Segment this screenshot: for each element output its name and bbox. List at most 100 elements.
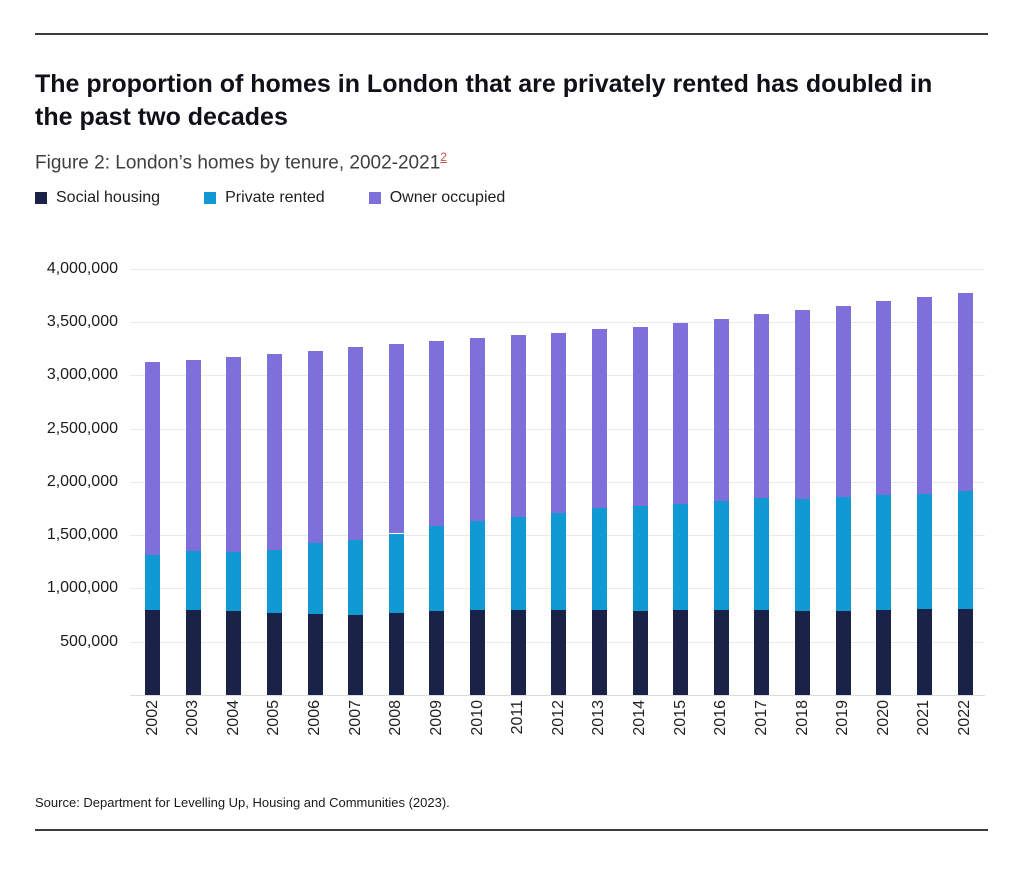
x-axis-tick-label: 2021	[915, 700, 933, 736]
bar-segment-owner-occupied	[429, 341, 445, 527]
x-axis-tick-label: 2007	[346, 700, 364, 736]
social-housing-swatch-icon	[35, 192, 47, 204]
bar-segment-owner-occupied	[470, 337, 485, 521]
x-axis-tick-label: 2003	[184, 700, 202, 736]
chart-headline: The proportion of homes in London that a…	[35, 70, 933, 131]
bar-segment-owner-occupied	[754, 314, 770, 499]
bar-segment-social-housing	[266, 613, 282, 695]
bar-segment-social-housing	[916, 609, 932, 695]
x-axis-tick-label: 2016	[712, 700, 730, 736]
x-axis-tick-label: 2005	[265, 700, 283, 736]
legend-item-social-housing: Social housing	[35, 189, 160, 207]
x-axis-tick-label: 2014	[631, 700, 648, 736]
x-axis-tick-label: 2019	[834, 700, 852, 736]
x-axis-tick-label: 2012	[549, 700, 567, 736]
x-axis-tick-label: 2004	[224, 700, 242, 736]
bar-segment-social-housing	[673, 610, 689, 695]
bar-segment-private-rented	[673, 504, 689, 611]
y-axis-tick-label: 1,000,000	[46, 579, 118, 597]
legend-label-social-housing: Social housing	[56, 189, 161, 206]
x-axis-tick-label: 2015	[671, 700, 689, 736]
x-axis-tick-label: 2017	[752, 700, 770, 736]
bar-segment-owner-occupied	[266, 354, 282, 551]
legend-item-private-rented: Private rented	[204, 189, 325, 207]
y-axis-tick-label: 3,500,000	[46, 312, 118, 330]
y-axis-tick-label: 2,000,000	[46, 472, 118, 490]
x-axis-tick-label: 2006	[306, 700, 323, 736]
legend-item-owner-occupied: Owner occupied	[368, 189, 505, 207]
bar-segment-owner-occupied	[916, 296, 932, 494]
bar-segment-social-housing	[226, 611, 242, 695]
y-axis-tick-label: 2,500,000	[46, 419, 118, 437]
bar-segment-private-rented	[470, 520, 485, 611]
bar-segment-owner-occupied	[673, 323, 689, 505]
bar-segment-owner-occupied	[795, 310, 810, 499]
chart-subtitle-text: Figure 2: London’s homes by tenure, 2002…	[35, 152, 441, 174]
y-axis-tick-label: 4,000,000	[46, 259, 118, 277]
bar-segment-private-rented	[185, 551, 201, 610]
bar-segment-owner-occupied	[876, 300, 892, 495]
bar-segment-private-rented	[266, 550, 282, 614]
bar-segment-private-rented	[957, 490, 973, 610]
bar-segment-social-housing	[348, 615, 364, 695]
chart-subtitle: Figure 2: London’s homes by tenure, 2002…	[35, 145, 447, 175]
x-axis-tick-label: 2018	[793, 700, 811, 736]
bar-segment-private-rented	[835, 497, 851, 611]
x-axis-baseline	[130, 695, 985, 696]
bar-segment-private-rented	[632, 505, 648, 611]
bar-segment-owner-occupied	[145, 362, 160, 556]
bar-segment-owner-occupied	[348, 347, 364, 540]
owner-occupied-swatch-icon	[368, 192, 381, 204]
bar-segment-private-rented	[754, 498, 770, 611]
x-axis-tick-label: 2013	[590, 700, 608, 736]
bar-segment-social-housing	[957, 609, 973, 695]
bar-segment-private-rented	[307, 542, 323, 614]
y-axis-tick-label: 3,000,000	[46, 366, 118, 384]
bar-segment-social-housing	[429, 611, 445, 695]
x-axis-tick-label: 2010	[468, 700, 486, 736]
y-axis-tick-label: 1,500,000	[46, 526, 118, 544]
bar-segment-social-housing	[632, 610, 648, 695]
y-gridline	[130, 268, 985, 270]
bar-segment-private-rented	[510, 516, 526, 611]
bar-segment-social-housing	[510, 610, 526, 695]
bar-segment-social-housing	[795, 610, 810, 695]
bar-segment-owner-occupied	[835, 305, 851, 498]
bar-segment-social-housing	[307, 613, 323, 695]
bottom-divider	[35, 829, 988, 831]
bar-segment-social-housing	[713, 610, 729, 695]
bar-segment-owner-occupied	[307, 350, 323, 543]
bar-segment-private-rented	[591, 508, 607, 611]
y-gridline	[130, 321, 985, 323]
bar-segment-social-housing	[388, 612, 404, 695]
x-axis-tick-label: 2020	[874, 700, 892, 736]
bar-segment-private-rented	[226, 552, 242, 612]
top-divider	[35, 33, 988, 35]
source-note: Source: Department for Levelling Up, Hou…	[35, 795, 450, 810]
bar-segment-social-housing	[754, 610, 770, 695]
bar-segment-owner-occupied	[185, 359, 201, 552]
legend-label-private-rented: Private rented	[225, 189, 325, 206]
bar-segment-social-housing	[835, 610, 851, 695]
footnote-link[interactable]: 2	[440, 150, 447, 164]
bar-segment-private-rented	[876, 494, 892, 611]
chart-legend: Social housing Private rented Owner occu…	[35, 189, 505, 207]
bar-segment-social-housing	[185, 609, 201, 695]
bar-segment-private-rented	[429, 526, 445, 612]
bar-segment-private-rented	[916, 493, 932, 610]
bar-segment-social-housing	[876, 610, 892, 695]
bar-segment-social-housing	[591, 610, 607, 695]
bar-segment-owner-occupied	[713, 318, 729, 501]
x-axis-tick-label: 2011	[509, 700, 527, 735]
y-axis-tick-label: 500,000	[60, 632, 118, 650]
private-rented-swatch-icon	[204, 192, 217, 204]
bar-segment-private-rented	[388, 533, 404, 613]
bar-segment-owner-occupied	[551, 332, 567, 514]
x-axis-tick-label: 2022	[956, 700, 973, 736]
x-axis-tick-label: 2002	[143, 700, 161, 736]
bar-segment-private-rented	[795, 498, 810, 611]
bar-segment-private-rented	[348, 539, 364, 616]
x-axis-tick-label: 2009	[427, 700, 445, 736]
